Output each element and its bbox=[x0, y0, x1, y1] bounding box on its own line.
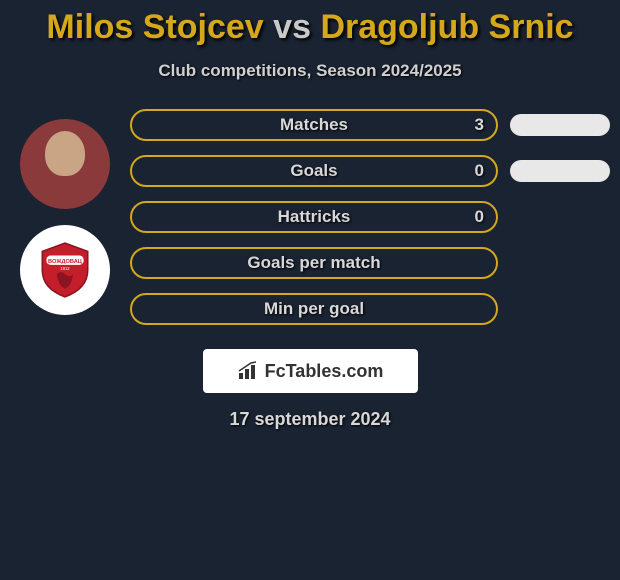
stat-side-pill bbox=[510, 114, 610, 136]
footer-brand: FcTables.com bbox=[203, 349, 418, 393]
stat-bar: Min per goal bbox=[130, 293, 498, 325]
stat-bar: Matches 3 bbox=[130, 109, 498, 141]
stat-label: Matches bbox=[280, 115, 348, 135]
stat-row: Goals per match bbox=[130, 247, 610, 279]
stat-label: Min per goal bbox=[264, 299, 364, 319]
stat-label: Goals per match bbox=[247, 253, 380, 273]
comparison-title: Milos Stojcev vs Dragoljub Srnic bbox=[0, 0, 620, 47]
stat-side-pill bbox=[510, 160, 610, 182]
stat-bar: Goals per match bbox=[130, 247, 498, 279]
vs-text: vs bbox=[273, 8, 311, 46]
stats-bars: Matches 3 Goals 0 Hattricks 0 Goals per match M… bbox=[130, 109, 620, 325]
chart-icon bbox=[237, 361, 259, 381]
stat-label: Goals bbox=[290, 161, 337, 181]
stat-bar: Hattricks 0 bbox=[130, 201, 498, 233]
stat-bar: Goals 0 bbox=[130, 155, 498, 187]
stat-value: 3 bbox=[475, 115, 484, 135]
player-avatar bbox=[20, 119, 110, 209]
stat-label: Hattricks bbox=[278, 207, 351, 227]
content-area: ВОЖДОВАЦ 1912 Matches3Goals0Hattricks0Go… bbox=[0, 109, 620, 325]
player2-name: Dragoljub Srnic bbox=[320, 8, 573, 46]
club-crest-icon: ВОЖДОВАЦ 1912 bbox=[34, 239, 96, 301]
svg-text:ВОЖДОВАЦ: ВОЖДОВАЦ bbox=[48, 259, 83, 265]
date-text: 17 september 2024 bbox=[0, 409, 620, 430]
club-logo: ВОЖДОВАЦ 1912 bbox=[20, 225, 110, 315]
left-column: ВОЖДОВАЦ 1912 bbox=[0, 109, 130, 325]
stat-value: 0 bbox=[475, 207, 484, 227]
stat-row: Hattricks 0 bbox=[130, 201, 610, 233]
stat-value: 0 bbox=[475, 161, 484, 181]
stat-row: Matches 3 bbox=[130, 109, 610, 141]
subtitle: Club competitions, Season 2024/2025 bbox=[0, 61, 620, 81]
stat-row: Goals 0 bbox=[130, 155, 610, 187]
player1-name: Milos Stojcev bbox=[46, 8, 263, 46]
stat-row: Min per goal bbox=[130, 293, 610, 325]
brand-text: FcTables.com bbox=[265, 361, 384, 382]
svg-text:1912: 1912 bbox=[60, 266, 70, 271]
